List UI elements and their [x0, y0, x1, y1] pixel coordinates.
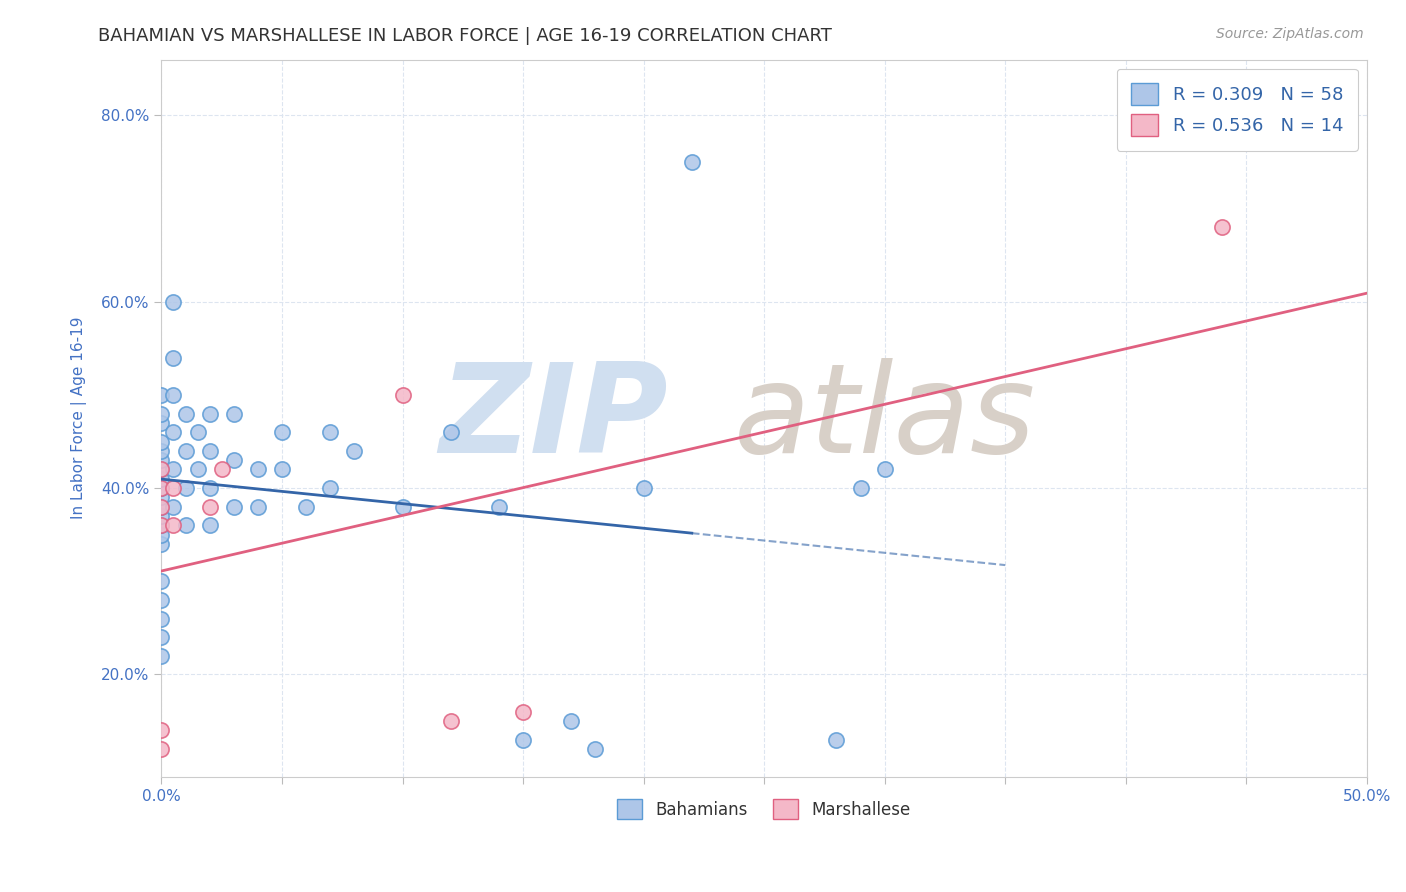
Point: [150, 518, 173, 533]
Point: [150, 443, 173, 458]
Point: [681, 155, 703, 169]
Point: [150, 527, 173, 541]
Point: [560, 714, 582, 728]
Text: BAHAMIAN VS MARSHALLESE IN LABOR FORCE | AGE 16-19 CORRELATION CHART: BAHAMIAN VS MARSHALLESE IN LABOR FORCE |…: [98, 27, 832, 45]
Point: [198, 443, 221, 458]
Point: [162, 462, 184, 476]
Point: [150, 434, 173, 449]
Point: [162, 388, 184, 402]
Point: [198, 481, 221, 495]
Point: [246, 500, 269, 514]
Point: [150, 481, 173, 495]
Point: [162, 500, 184, 514]
Point: [174, 443, 197, 458]
Y-axis label: In Labor Force | Age 16-19: In Labor Force | Age 16-19: [72, 317, 87, 519]
Point: [271, 462, 294, 476]
Point: [174, 481, 197, 495]
Point: [271, 425, 294, 440]
Point: [162, 351, 184, 365]
Point: [150, 481, 173, 495]
Point: [150, 509, 173, 524]
Point: [150, 462, 173, 476]
Point: [150, 491, 173, 505]
Point: [319, 481, 342, 495]
Point: [198, 518, 221, 533]
Point: [150, 462, 173, 476]
Point: [343, 443, 366, 458]
Point: [440, 425, 463, 440]
Point: [873, 462, 896, 476]
Point: [633, 481, 655, 495]
Point: [222, 500, 245, 514]
Point: [150, 518, 173, 533]
Text: atlas: atlas: [734, 358, 1036, 479]
Point: [512, 732, 534, 747]
Point: [319, 425, 342, 440]
Point: [246, 462, 269, 476]
Legend: Bahamians, Marshallese: Bahamians, Marshallese: [610, 792, 918, 826]
Point: [150, 574, 173, 589]
Point: [187, 425, 209, 440]
Point: [825, 732, 848, 747]
Point: [198, 500, 221, 514]
Point: [391, 388, 413, 402]
Point: [150, 723, 173, 738]
Text: Source: ZipAtlas.com: Source: ZipAtlas.com: [1216, 27, 1364, 41]
Point: [162, 518, 184, 533]
Point: [150, 611, 173, 625]
Point: [488, 500, 510, 514]
Point: [162, 425, 184, 440]
Point: [150, 453, 173, 467]
Point: [150, 416, 173, 430]
Point: [150, 742, 173, 756]
Point: [211, 462, 233, 476]
Point: [440, 714, 463, 728]
Point: [150, 500, 173, 514]
Point: [849, 481, 872, 495]
Point: [150, 407, 173, 421]
Point: [222, 407, 245, 421]
Point: [198, 407, 221, 421]
Point: [150, 648, 173, 663]
Point: [150, 500, 173, 514]
Point: [583, 742, 606, 756]
Point: [187, 462, 209, 476]
Point: [512, 705, 534, 719]
Point: [150, 593, 173, 607]
Point: [150, 472, 173, 486]
Point: [174, 518, 197, 533]
Point: [295, 500, 318, 514]
Text: ZIP: ZIP: [439, 358, 668, 479]
Point: [162, 294, 184, 309]
Point: [150, 630, 173, 644]
Point: [1211, 220, 1233, 235]
Point: [162, 481, 184, 495]
Point: [150, 388, 173, 402]
Point: [391, 500, 413, 514]
Point: [174, 407, 197, 421]
Point: [150, 537, 173, 551]
Point: [222, 453, 245, 467]
